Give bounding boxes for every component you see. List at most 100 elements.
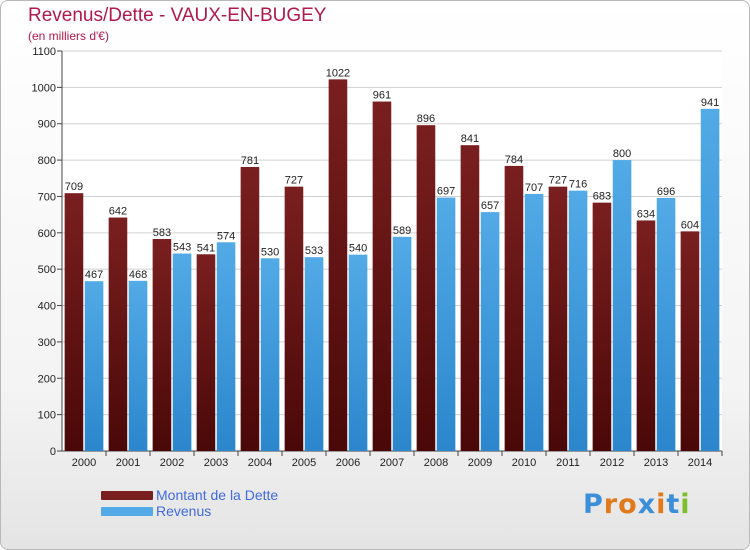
bar-revenus bbox=[216, 242, 236, 451]
bar-revenus bbox=[260, 258, 280, 451]
bar-revenus bbox=[524, 193, 544, 451]
logo-letter: x bbox=[637, 489, 657, 520]
x-tick-label: 2005 bbox=[292, 457, 316, 469]
bar-revenus bbox=[612, 160, 632, 451]
data-label: 642 bbox=[109, 206, 127, 218]
bar-dette bbox=[416, 125, 436, 451]
bar-dette bbox=[592, 202, 612, 451]
data-label: 727 bbox=[285, 175, 303, 187]
bar-dette bbox=[152, 239, 172, 451]
x-tick-label: 2010 bbox=[512, 457, 536, 469]
bar-revenus bbox=[392, 236, 412, 451]
data-label: 574 bbox=[217, 230, 235, 242]
data-label: 941 bbox=[701, 97, 719, 109]
data-label: 683 bbox=[593, 191, 611, 203]
logo-letter: t bbox=[666, 489, 681, 520]
x-tick-label: 2003 bbox=[204, 457, 228, 469]
logo-letter: i bbox=[656, 489, 667, 520]
legend-swatch-dette bbox=[101, 491, 153, 500]
bar-dette bbox=[196, 254, 216, 451]
data-label: 657 bbox=[481, 200, 499, 212]
y-tick-label: 600 bbox=[38, 228, 56, 240]
y-tick-label: 100 bbox=[38, 410, 56, 422]
bar-dette bbox=[240, 167, 260, 451]
y-tick-label: 700 bbox=[38, 191, 56, 203]
bar-dette bbox=[108, 217, 128, 451]
bar-revenus bbox=[656, 197, 676, 451]
x-tick-label: 2007 bbox=[380, 457, 404, 469]
y-tick-label: 1000 bbox=[32, 82, 56, 94]
chart-title: Revenus/Dette - VAUX-EN-BUGEY bbox=[28, 5, 327, 26]
data-label: 604 bbox=[681, 219, 699, 231]
proxiti-logo: Proxiti bbox=[583, 489, 691, 520]
data-label: 540 bbox=[349, 243, 367, 255]
data-label: 800 bbox=[613, 148, 631, 160]
x-tick-label: 2004 bbox=[248, 457, 272, 469]
bar-revenus bbox=[84, 281, 104, 451]
x-tick-label: 2009 bbox=[468, 457, 492, 469]
data-label: 467 bbox=[85, 269, 103, 281]
data-label: 468 bbox=[129, 269, 147, 281]
bar-dette bbox=[504, 165, 524, 451]
data-label: 543 bbox=[173, 242, 191, 254]
data-label: 696 bbox=[657, 186, 675, 198]
data-label: 697 bbox=[437, 186, 455, 198]
data-label: 583 bbox=[153, 227, 171, 239]
data-label: 841 bbox=[461, 133, 479, 145]
logo-letter: r bbox=[603, 489, 619, 520]
y-tick-label: 0 bbox=[50, 446, 56, 458]
logo-letter: o bbox=[618, 489, 638, 520]
x-tick-label: 2013 bbox=[644, 457, 668, 469]
x-tick-label: 2000 bbox=[72, 457, 96, 469]
bar-dette bbox=[460, 145, 480, 451]
y-tick-label: 800 bbox=[38, 155, 56, 167]
bar-revenus bbox=[128, 280, 148, 451]
x-tick-label: 2002 bbox=[160, 457, 184, 469]
y-tick-label: 300 bbox=[38, 337, 56, 349]
x-tick-label: 2012 bbox=[600, 457, 624, 469]
data-label: 634 bbox=[637, 208, 655, 220]
bar-dette bbox=[680, 231, 700, 451]
x-tick-label: 2011 bbox=[556, 457, 580, 469]
data-label: 896 bbox=[417, 113, 435, 125]
logo-letter: i bbox=[680, 489, 691, 520]
y-tick-label: 200 bbox=[38, 373, 56, 385]
bar-revenus bbox=[172, 253, 192, 451]
bar-revenus bbox=[480, 212, 500, 451]
data-label: 961 bbox=[373, 90, 391, 102]
bar-revenus bbox=[568, 190, 588, 452]
plot-area bbox=[62, 51, 722, 451]
bar-revenus bbox=[304, 257, 324, 451]
bar-dette bbox=[372, 101, 392, 451]
legend-label-revenus: Revenus bbox=[156, 503, 212, 519]
bar-dette bbox=[636, 220, 656, 451]
legend-swatch-revenus bbox=[101, 507, 153, 516]
data-label: 784 bbox=[505, 154, 523, 166]
bar-dette bbox=[548, 186, 568, 452]
data-label: 707 bbox=[525, 182, 543, 194]
bar-revenus bbox=[348, 254, 368, 451]
bar-revenus bbox=[700, 108, 720, 452]
data-label: 541 bbox=[197, 242, 215, 254]
x-tick-label: 2008 bbox=[424, 457, 448, 469]
x-tick-label: 2001 bbox=[116, 457, 140, 469]
y-tick-label: 900 bbox=[38, 119, 56, 131]
x-tick-label: 2006 bbox=[336, 457, 360, 469]
data-label: 1022 bbox=[326, 67, 350, 79]
y-tick-label: 400 bbox=[38, 301, 56, 313]
bar-dette bbox=[328, 79, 348, 451]
bar-dette bbox=[64, 193, 84, 451]
y-tick-label: 1100 bbox=[32, 46, 56, 58]
x-tick-label: 2014 bbox=[688, 457, 712, 469]
chart-subtitle: (en milliers d'€) bbox=[28, 29, 109, 43]
data-label: 781 bbox=[241, 155, 259, 167]
bar-revenus bbox=[436, 197, 456, 451]
data-label: 709 bbox=[65, 181, 83, 193]
data-label: 530 bbox=[261, 246, 279, 258]
data-label: 533 bbox=[305, 245, 323, 257]
legend-label-dette: Montant de la Dette bbox=[156, 487, 279, 503]
bar-dette bbox=[284, 186, 304, 452]
data-label: 589 bbox=[393, 225, 411, 237]
